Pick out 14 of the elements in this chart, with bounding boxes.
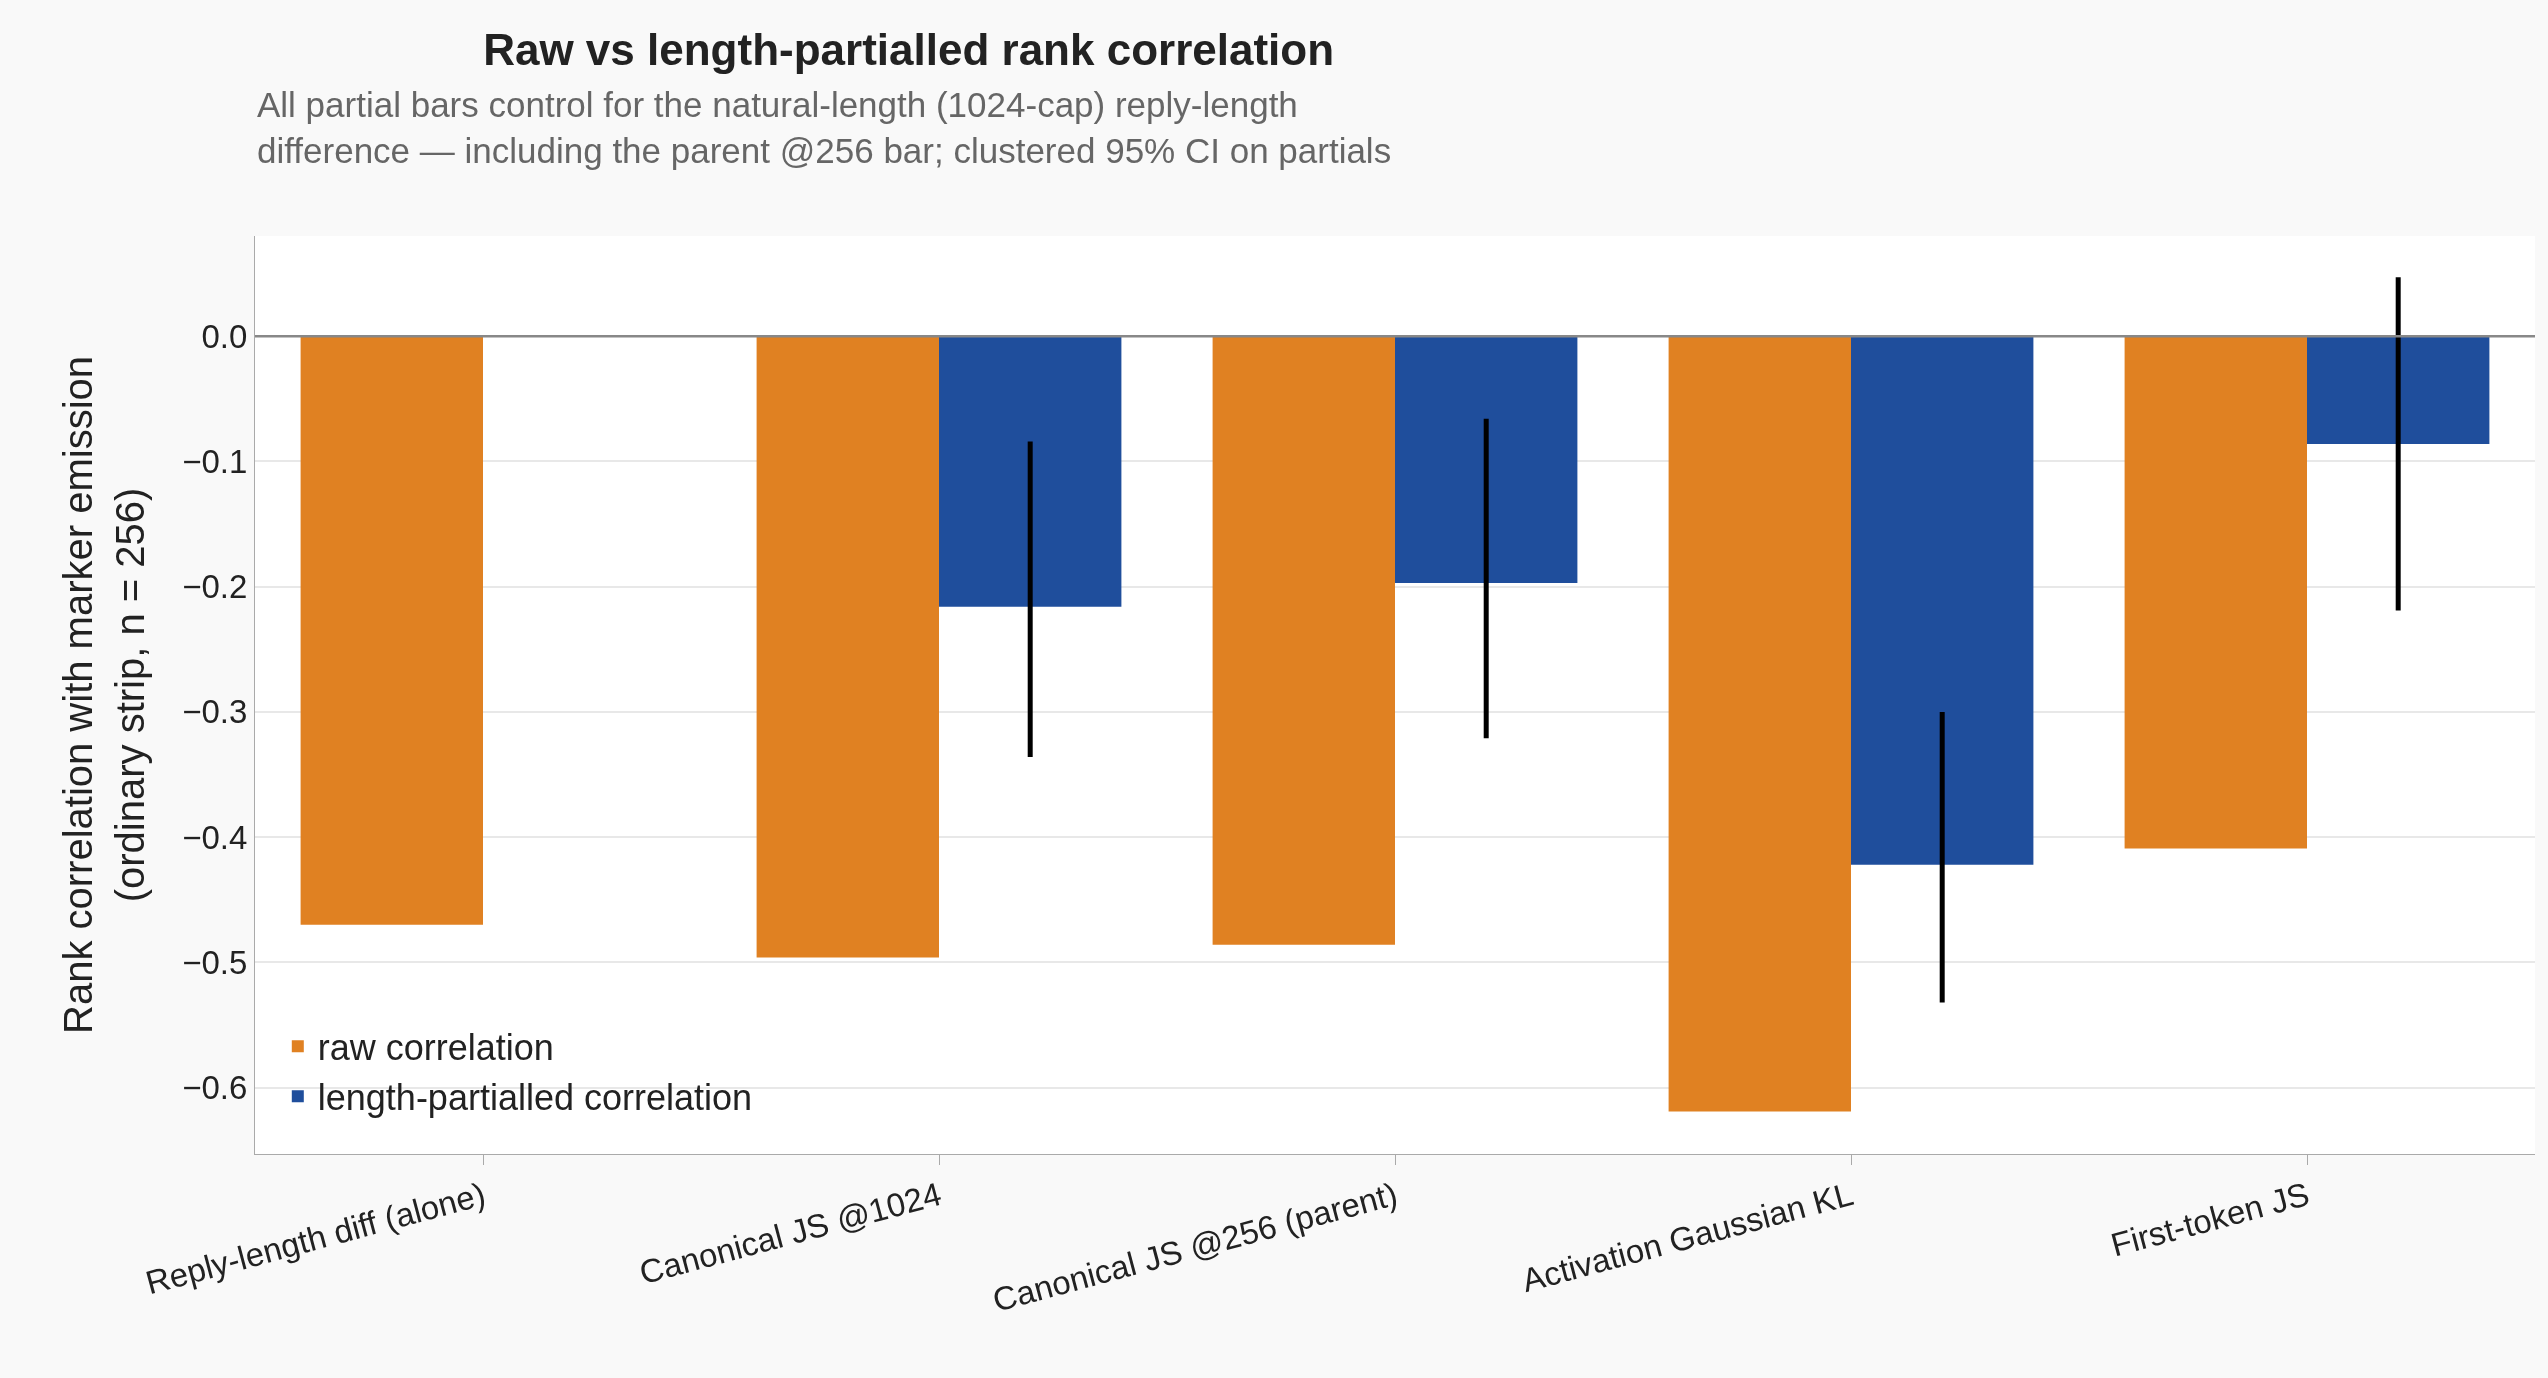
y-tick-label: −0.6	[182, 1069, 248, 1107]
legend-label: raw correlation	[317, 1027, 554, 1069]
legend-label: length-partialled correlation	[317, 1077, 753, 1119]
y-tick-label: 0.0	[201, 317, 248, 355]
y-tick-label: −0.1	[182, 442, 248, 480]
y-tick-label: −0.4	[182, 818, 248, 856]
chart-title: Raw vs length-partialled rank correlation	[483, 25, 1335, 75]
y-tick-label: −0.3	[182, 693, 248, 731]
x-tick-label: First-token JS	[2106, 1175, 2314, 1264]
x-tick-label: Activation Gaussian KL	[1517, 1175, 1858, 1300]
chart-subtitle: All partial bars control for the natural-length (1024-cap) reply-length difference — including the parent @256 bar; clustered 95% CI on partials	[257, 85, 1392, 170]
y-axis-title: Rank correlation with marker emission (ordinary strip, n = 256)	[55, 355, 152, 1035]
y-tick-label: −0.2	[182, 568, 248, 606]
y-tick-label: −0.5	[182, 943, 248, 981]
